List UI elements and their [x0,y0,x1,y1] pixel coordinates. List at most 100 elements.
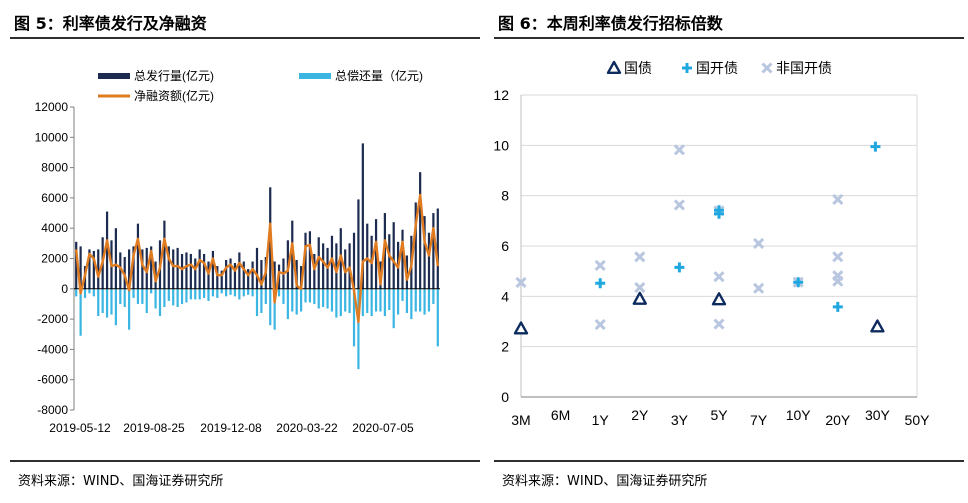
repayment-bar [207,288,210,301]
repayment-bar [308,288,312,303]
repayment-bar [366,288,369,314]
x-tick-label: 3M [511,412,530,428]
cross-marker [713,271,725,283]
y-tick-label: 0 [61,282,68,296]
y-tick-label: 6 [501,238,509,254]
repayment-bar [260,288,263,314]
issuance-bar [260,260,263,289]
issuance-bar [128,249,131,289]
legend-swatch-issuance [98,73,130,79]
bid-multiple-chart: 0 2 4 6 8 10 12 3M 6M 1Y 2Y 3Y 5Y 7Y 10Y 20Y 30Y 50Y 国债 国开债… [493,60,931,428]
repayment-bar [238,288,241,300]
issuance-bar [374,219,378,289]
plus-marker [595,278,606,289]
repayment-bar [269,288,272,326]
x-tick-label: 10Y [786,407,812,423]
issuance-bar [247,269,250,289]
y-tick-label: 2000 [41,252,68,266]
repayment-bar [348,288,351,314]
repayment-bar [198,288,201,300]
repayment-bar [101,288,104,314]
issuance-bar [436,208,439,289]
issuance-bar [185,252,188,289]
triangle-marker [632,291,648,305]
legend-marker-noncdb [761,62,773,74]
y-tick-label: 4000 [41,221,68,235]
repayment-bar [299,288,303,312]
legend-label-repayment: 总偿还量（亿元) [335,68,423,83]
repayment-bar [383,288,386,317]
repayment-bar [180,288,184,304]
issuance-bar [180,253,184,289]
repayment-bar [286,288,289,320]
issuance-bar [167,246,170,289]
right-panel: 图 6：本周利率债发行招标倍数 0 2 4 6 8 10 12 3M 6M 1Y 2Y 3Y 5Y 7Y 1… [484,0,968,503]
issuance-bar [308,231,312,289]
x-tick-label: 50Y [905,412,931,428]
repayment-bar [427,288,431,312]
issuance-bar [220,270,223,289]
repayment-bar [202,288,206,298]
issuance-bar [322,243,325,289]
issuance-bar [414,202,417,289]
repayment-bar [379,288,382,312]
issuance-bar [216,266,219,289]
repayment-bar [436,288,439,347]
repayment-bar [374,288,378,312]
repayment-bar [141,288,144,304]
repayment-bar [339,288,342,317]
repayment-bar [247,288,250,295]
plus-marker [793,277,804,288]
triangle-marker [513,321,529,335]
issuance-bar [114,228,117,289]
repayment-bar [392,288,395,329]
issuance-bar [317,237,320,289]
left-source-text: 资料来源：WIND、国海证券研究所 [18,474,224,489]
issuance-bar [172,249,175,289]
issuance-bar [427,232,431,289]
repayment-bar [79,288,82,336]
repayment-bar [432,288,435,304]
repayment-bar [128,288,131,330]
x-tick-label: 2019-08-25 [123,421,185,435]
repayment-bar [150,288,153,294]
triangle-marker [711,292,727,306]
right-source-text: 资料来源：WIND、国海证券研究所 [502,474,708,489]
x-tick-label: 6M [551,407,570,423]
issuance-bar [136,223,140,289]
repayment-bar [172,288,175,306]
repayment-bar [211,288,215,297]
cross-marker [713,318,725,330]
issuance-bar [273,261,276,289]
issuance-bar [423,216,426,289]
repayment-bar [335,288,338,318]
y-tick-label: 8 [501,188,509,204]
issuance-bar [202,253,206,289]
cross-marker [594,318,606,331]
issuance-bar [150,246,153,289]
triangle-marker [870,319,885,333]
repayment-bar [185,288,188,303]
repayment-bar [304,288,307,303]
repayment-bar [273,288,276,330]
cross-marker [673,144,685,156]
issuance-bar [233,263,237,289]
repayment-bar [229,288,232,295]
y-tick-label: 12 [493,87,509,103]
issuance-bar [432,213,435,289]
y-tick-label: -6000 [37,373,68,387]
repayment-bar [123,288,126,307]
issuance-bar [251,261,254,289]
issuance-bar [335,243,338,289]
repayment-bar [132,288,135,298]
cross-marker [753,282,765,294]
issuance-bar [313,253,316,289]
repayment-bar [277,288,281,297]
repayment-bar [344,288,347,312]
x-tick-label: 2019-05-12 [49,421,111,435]
cross-marker [594,259,606,271]
issuance-bar [176,247,179,289]
cross-marker [634,281,646,294]
plus-marker [832,301,843,312]
repayment-bar [88,288,91,294]
